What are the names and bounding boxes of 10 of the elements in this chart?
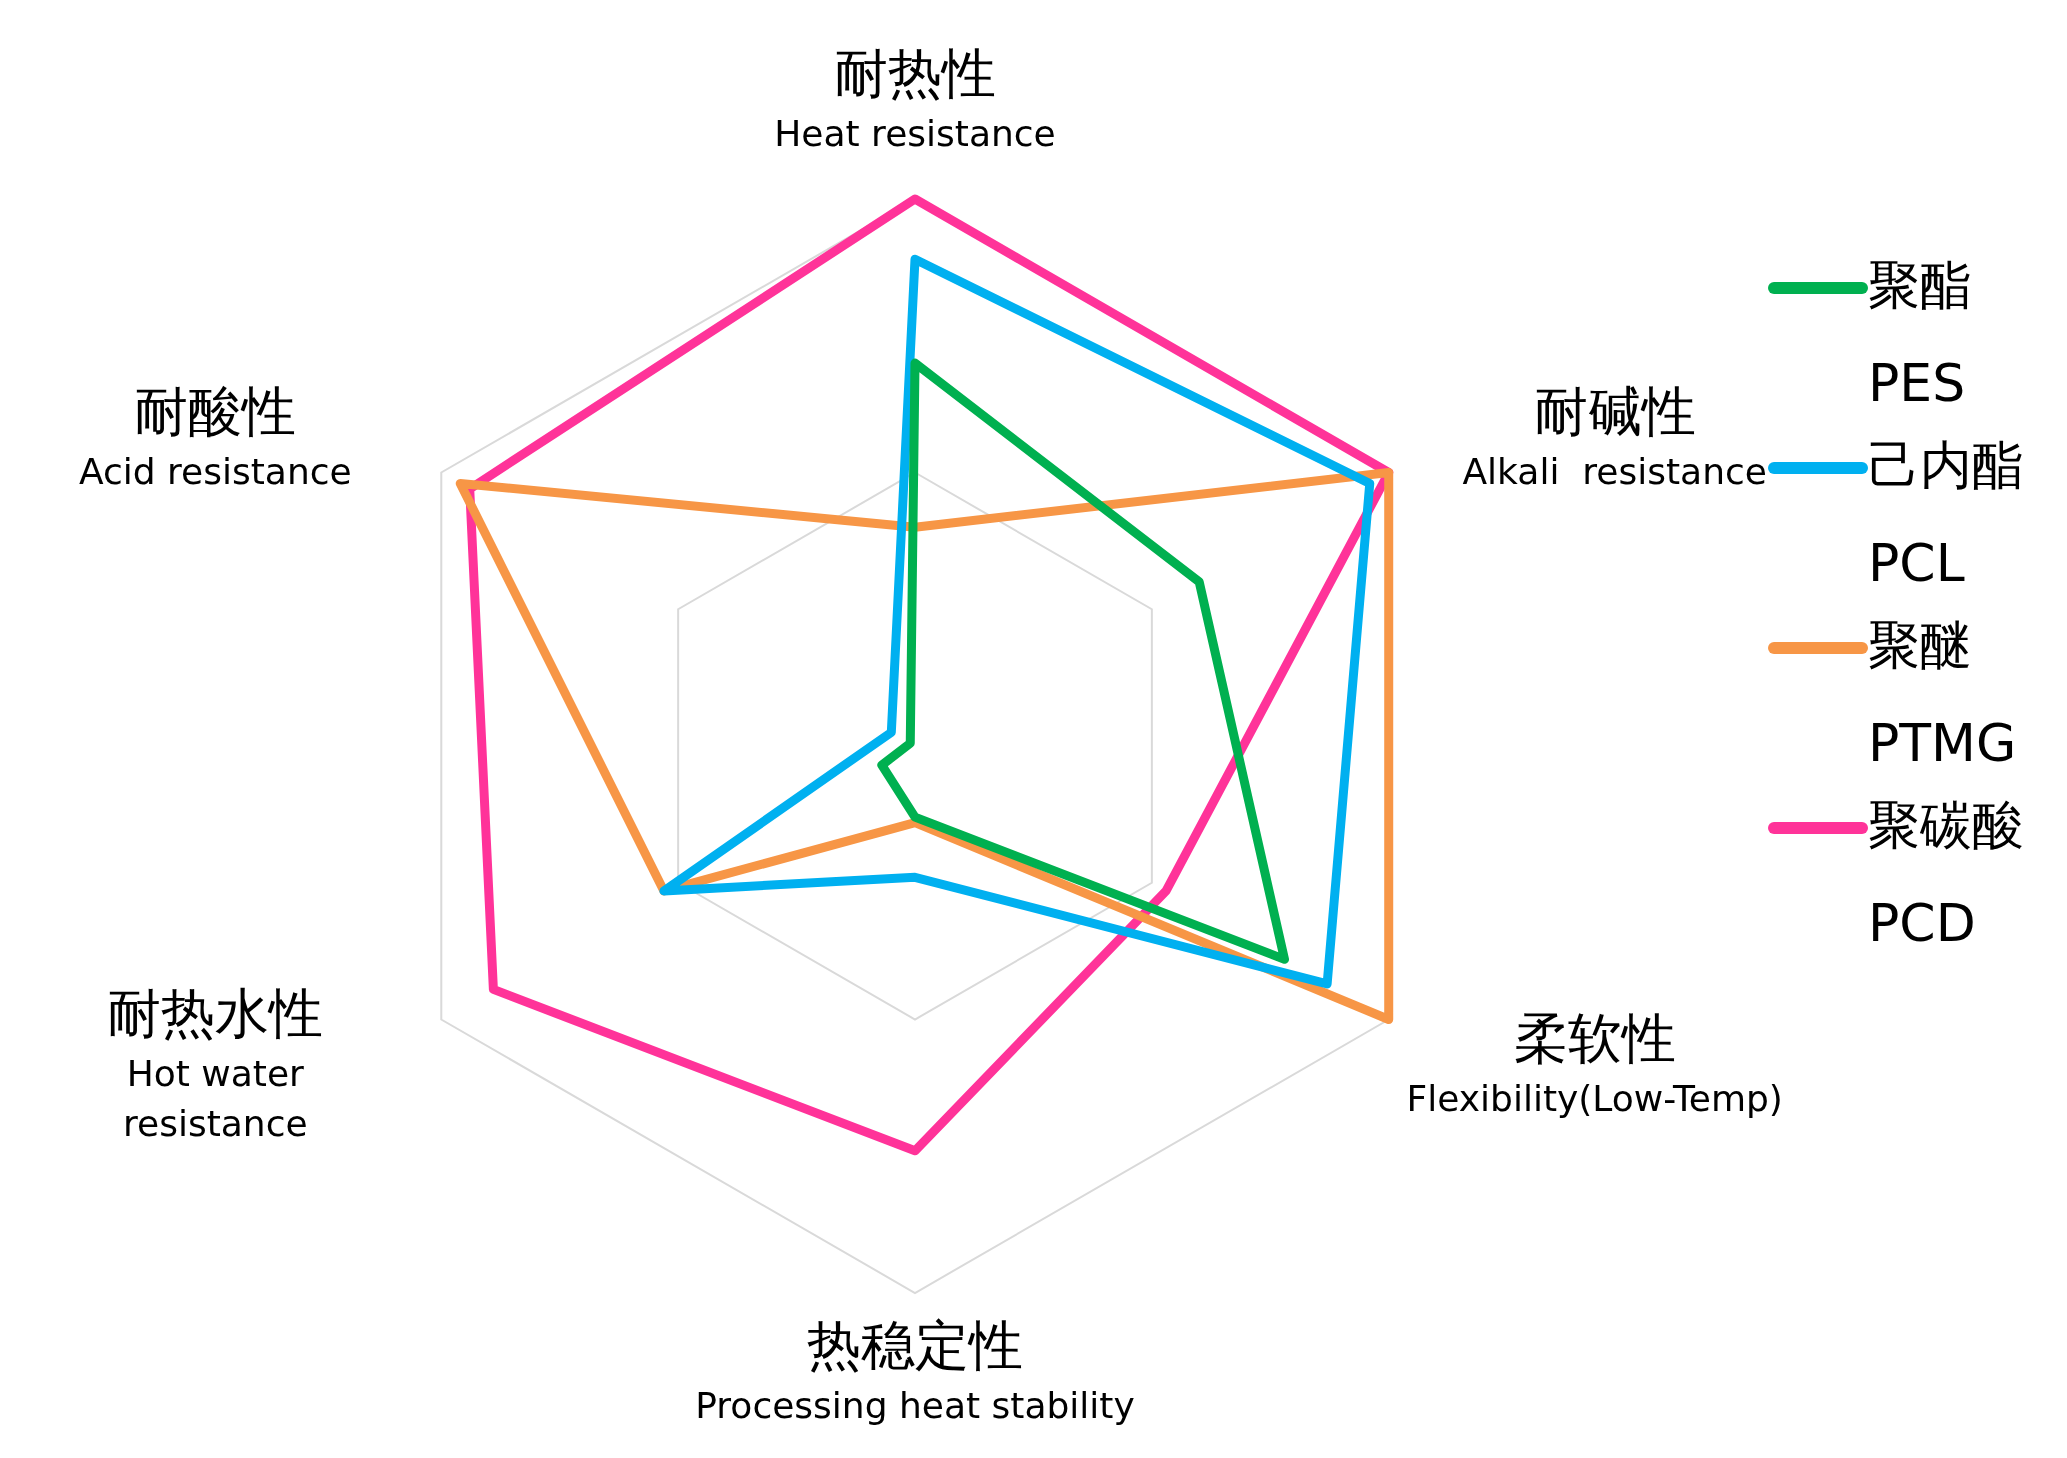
legend-label: 己内酯 PCL [1868,434,2024,595]
legend-label: 聚碳酸 PCD [1868,794,2024,955]
spoke-label: 耐碱性 Alkali resistance [1462,379,1767,492]
legend-label: 聚酯 PES [1868,254,1972,415]
spoke-label: 柔软性 Flexibility(Low-Temp) [1406,1006,1783,1119]
spoke-label: 耐酸性 Acid resistance [78,379,352,492]
spoke-label: 耐热性 Heat resistance [774,42,1056,155]
spoke-label: 热稳定性 Processing heat stability [695,1314,1135,1427]
legend-label: 聚醚 PTMG [1868,614,2017,775]
spoke-label: 耐热水性 Hot water resistance [107,981,324,1144]
